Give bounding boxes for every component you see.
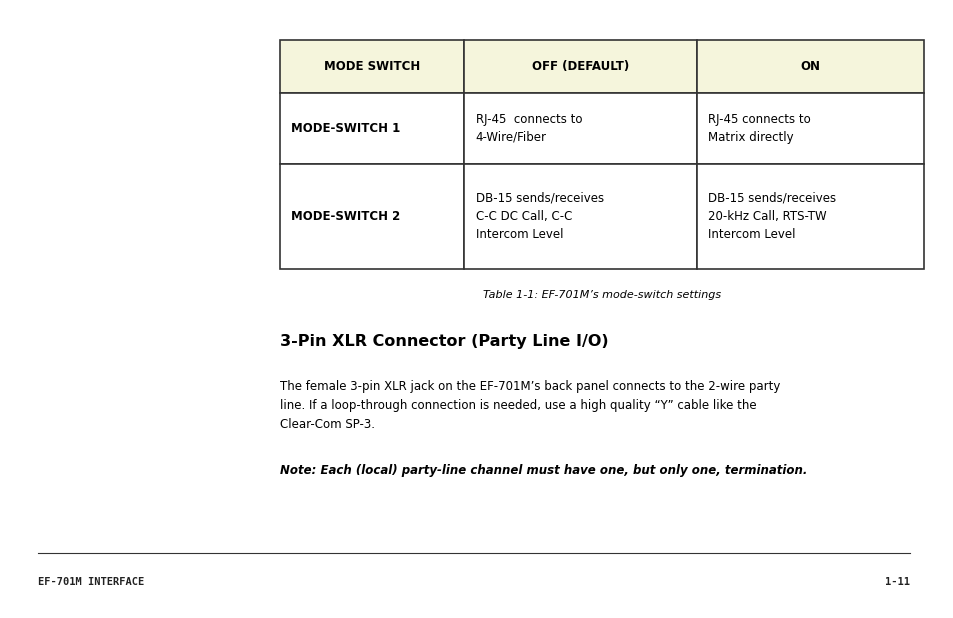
Polygon shape <box>464 93 696 164</box>
Text: EF-701M INTERFACE: EF-701M INTERFACE <box>38 577 144 586</box>
Polygon shape <box>464 40 696 93</box>
Text: ON: ON <box>800 60 820 73</box>
Polygon shape <box>279 40 464 93</box>
Text: 1-11: 1-11 <box>884 577 909 586</box>
Text: Note: Each (local) party-line channel must have one, but only one, termination.: Note: Each (local) party-line channel mu… <box>279 464 806 476</box>
Text: RJ-45  connects to
4-Wire/Fiber: RJ-45 connects to 4-Wire/Fiber <box>476 112 581 144</box>
Text: RJ-45 connects to
Matrix directly: RJ-45 connects to Matrix directly <box>707 112 810 144</box>
Polygon shape <box>464 164 696 269</box>
Polygon shape <box>696 40 923 93</box>
Text: MODE SWITCH: MODE SWITCH <box>324 60 419 73</box>
Text: 3-Pin XLR Connector (Party Line I/O): 3-Pin XLR Connector (Party Line I/O) <box>279 334 608 349</box>
Text: The female 3-pin XLR jack on the EF-701M’s back panel connects to the 2-wire par: The female 3-pin XLR jack on the EF-701M… <box>279 380 780 431</box>
Text: OFF (DEFAULT): OFF (DEFAULT) <box>532 60 629 73</box>
Polygon shape <box>696 93 923 164</box>
Text: Table 1-1: EF-701M’s mode-switch settings: Table 1-1: EF-701M’s mode-switch setting… <box>482 290 720 300</box>
Polygon shape <box>279 164 464 269</box>
Polygon shape <box>279 93 464 164</box>
Text: DB-15 sends/receives
20-kHz Call, RTS-TW
Intercom Level: DB-15 sends/receives 20-kHz Call, RTS-TW… <box>707 192 836 241</box>
Text: DB-15 sends/receives
C-C DC Call, C-C
Intercom Level: DB-15 sends/receives C-C DC Call, C-C In… <box>476 192 603 241</box>
Text: MODE-SWITCH 1: MODE-SWITCH 1 <box>291 122 400 135</box>
Polygon shape <box>696 164 923 269</box>
Text: MODE-SWITCH 2: MODE-SWITCH 2 <box>291 210 400 223</box>
